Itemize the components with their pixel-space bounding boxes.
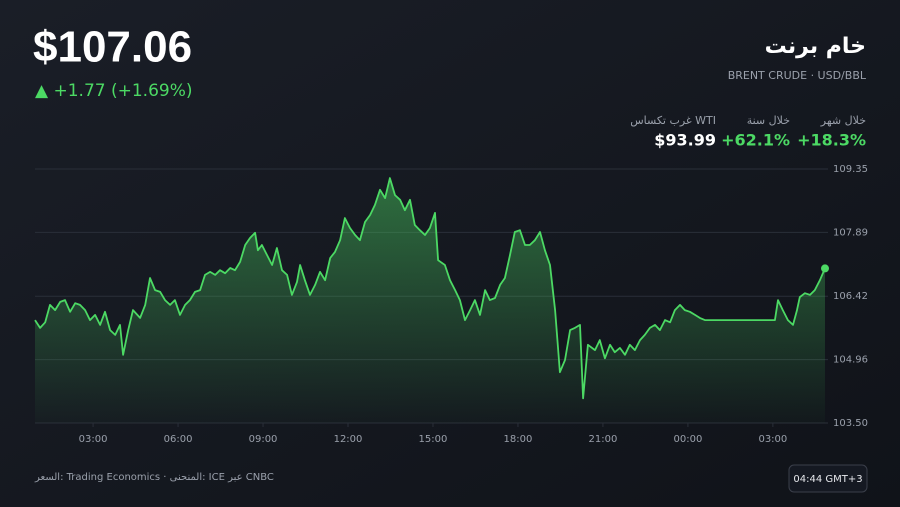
x-tick-label: 00:00 [673,434,702,445]
x-tick-label: 03:00 [79,434,108,445]
subtitle: BRENT CRUDE · USD/BBL [728,69,867,82]
stat-label: غرب تكساس WTI [630,114,716,127]
chart-title: خام برنت [765,34,866,59]
plot-area: 109.35 107.89 106.42 104.96 103.50 03:00 06:00… [34,164,868,445]
stat-label: خلال سنة [747,114,790,127]
y-tick-label: 103.50 [833,418,868,429]
price: $107.06 [33,23,192,72]
price-change: ▲ +1.77 (+1.69%) [35,81,193,101]
y-tick-label: 106.42 [833,291,868,302]
x-tick-label: 15:00 [419,434,448,445]
x-tick-label: 12:00 [334,434,363,445]
source-note: السعر: Trading Economics · المنحنى: ICE … [34,472,274,483]
time-label: 04:44 GMT+3 [793,474,862,485]
time-badge [788,464,868,493]
x-tick-label: 09:00 [249,434,278,445]
y-tick-label: 109.35 [833,164,868,175]
stat-value: +62.1% [721,131,790,150]
price-line [34,177,826,400]
x-tick-label: 06:00 [164,434,193,445]
stat-value: $93.99 [654,131,716,150]
y-tick-label: 104.96 [833,355,868,366]
last-point [821,264,829,273]
x-tick-label: 03:00 [758,434,787,445]
y-tick-label: 107.89 [833,227,868,238]
x-tick-label: 21:00 [589,434,618,445]
price-area [35,178,825,423]
stat-label: خلال شهر [820,114,866,127]
x-tick-label: 18:00 [504,434,533,445]
stat-value: +18.3% [797,131,866,150]
